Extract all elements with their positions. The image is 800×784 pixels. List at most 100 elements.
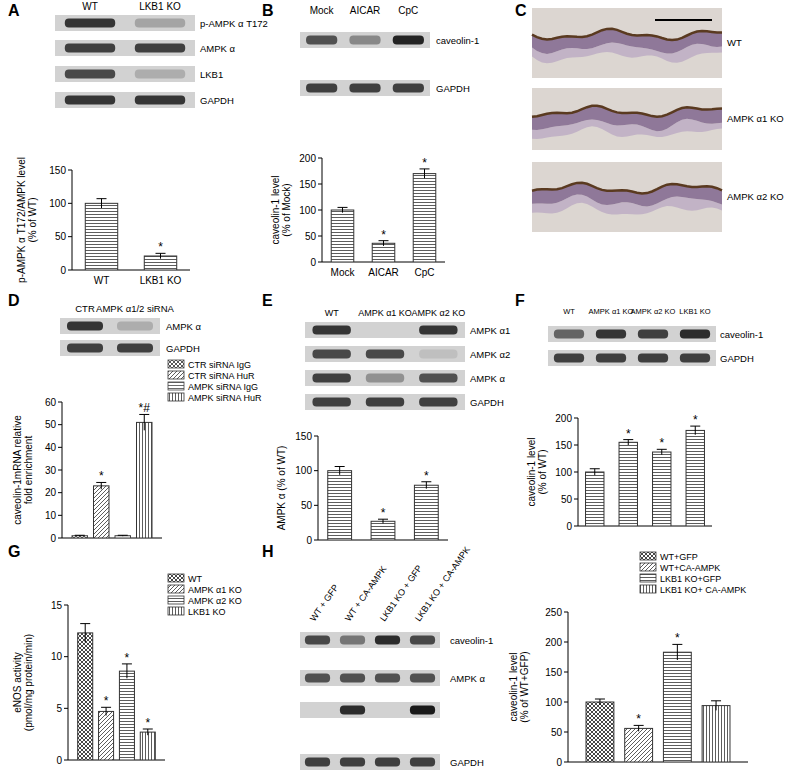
blot-row-label: GAPDH — [470, 397, 504, 408]
blot-column-label: AMPK α1 KO — [589, 307, 634, 316]
legend-label: CTR siRNA IgG — [188, 360, 251, 370]
y-axis — [72, 170, 73, 270]
panel-letter: A — [8, 2, 20, 19]
bar — [413, 174, 436, 262]
annotations: ** — [636, 631, 680, 726]
blot-band — [65, 44, 115, 53]
legend-swatch — [168, 382, 184, 390]
blot-column-label: WT + GFP — [308, 583, 341, 624]
blot-band — [312, 374, 350, 383]
blot-row-label: caveolin-1 — [450, 635, 493, 646]
blot-band — [638, 330, 668, 339]
blot-band — [135, 96, 185, 105]
blot-row-label: AMPK α — [450, 673, 486, 684]
annotation: * — [158, 240, 163, 254]
background — [0, 0, 800, 784]
blot-strip — [55, 40, 195, 56]
plot-marks — [586, 426, 705, 526]
panel-letter: B — [262, 2, 274, 19]
y-tick-label: 50 — [45, 419, 57, 430]
chart: 050100150200caveolin-1 level(% of Mock)*… — [270, 153, 446, 279]
y-tick-label: 50 — [305, 231, 317, 242]
blot-row-label: LKB1 — [200, 69, 223, 80]
y-tick-label: 50 — [551, 727, 563, 738]
blot-band — [306, 36, 337, 45]
histology-label: AMPK α1 KO — [727, 113, 784, 124]
y-tick-label: 0 — [310, 257, 316, 268]
blot-band — [349, 36, 380, 45]
error-bar — [338, 207, 348, 212]
blot-band — [419, 326, 457, 335]
y-tick-label: 0 — [56, 755, 62, 766]
blot-strip — [305, 394, 465, 410]
y-axis-label: AMPK α (% of WT) — [276, 446, 287, 531]
bar — [94, 486, 109, 538]
blot-band — [596, 354, 626, 363]
y-axis-label: (% of Mock) — [281, 183, 292, 236]
y-tick — [318, 210, 322, 211]
blot-strip — [300, 80, 430, 96]
error-bar — [421, 482, 431, 489]
blot-band — [680, 330, 710, 339]
blot-row-label: AMPK α — [166, 321, 202, 332]
western-blot: WTAMPK α1 KOAMPK α2 KOAMPK α1AMPK α2AMPK… — [305, 308, 510, 410]
y-tick-label: 200 — [545, 637, 562, 648]
panel-letter: D — [8, 292, 20, 309]
error-bar — [672, 644, 682, 660]
blot-row-label: GAPDH — [720, 353, 754, 364]
bar — [371, 521, 395, 540]
legend-swatch — [168, 371, 184, 379]
blot-band — [117, 344, 153, 353]
blot-row-label: p-AMPK α T172 — [200, 18, 268, 29]
y-tick-label: 40 — [45, 442, 57, 453]
y-tick — [574, 526, 578, 527]
blot-strip — [300, 754, 440, 770]
blot-strip — [55, 92, 195, 108]
blot-column-label: AMPK α1/2 siRNA — [96, 303, 174, 314]
y-tick — [64, 760, 68, 761]
annotation: * — [125, 651, 130, 665]
blot-column-label: AICAR — [350, 5, 381, 16]
error-bar — [118, 535, 128, 537]
bar — [137, 422, 152, 538]
histology-media — [532, 183, 722, 207]
y-axis-label: (% of WT+GFP) — [519, 651, 530, 722]
annotations: *** — [626, 413, 698, 450]
y-tick-label: 200 — [555, 413, 572, 424]
annotation: * — [636, 712, 641, 726]
y-tick-label: 5 — [56, 703, 62, 714]
bar — [372, 243, 395, 262]
blot-band — [305, 674, 330, 683]
y-tick-label: 10 — [51, 651, 63, 662]
blot-band — [419, 374, 457, 383]
y-tick — [318, 184, 322, 185]
y-tick — [68, 203, 72, 204]
y-tick — [68, 170, 72, 171]
blot-band — [340, 636, 365, 645]
chart: 050100150200caveolin-1 level(% of WT)*** — [526, 413, 713, 532]
y-tick-label: 60 — [45, 397, 57, 408]
blot-band — [306, 84, 337, 93]
legend-label: AMPK siRNA IgG — [188, 382, 258, 392]
y-tick-label: 15 — [51, 600, 63, 611]
plot-marks — [78, 624, 156, 760]
y-tick-label: 200 — [299, 153, 316, 164]
y-tick — [314, 470, 318, 471]
blot-band — [340, 674, 365, 683]
y-tick — [58, 470, 62, 471]
y-tick — [564, 702, 568, 703]
histology-label: AMPK α2 KO — [727, 191, 784, 202]
bar — [115, 536, 130, 538]
blot-column-label: LKB1 KO — [139, 1, 181, 12]
y-axis — [68, 605, 69, 760]
y-tick — [564, 762, 568, 763]
legend-label: LKB1 KO+GFP — [660, 574, 721, 584]
blot-band — [340, 758, 365, 767]
legend-label: WT+CA-AMPK — [660, 563, 720, 573]
blot-band — [596, 330, 626, 339]
x-tick-label: LKB1 KO — [140, 275, 182, 286]
y-tick-label: 0 — [50, 533, 56, 544]
blot-band — [67, 322, 103, 331]
y-tick-label: 150 — [555, 440, 572, 451]
annotation: * — [675, 631, 680, 645]
